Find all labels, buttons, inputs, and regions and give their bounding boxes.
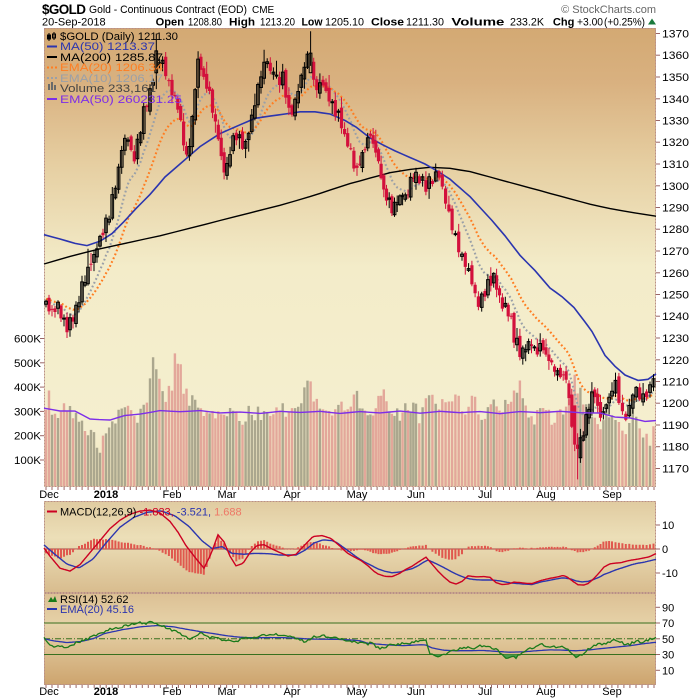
svg-text:1290: 1290	[662, 203, 689, 215]
svg-text:Aug: Aug	[536, 489, 556, 501]
svg-text:Close: Close	[371, 17, 404, 29]
svg-text:50: 50	[662, 634, 674, 646]
svg-text:30: 30	[662, 650, 674, 662]
svg-text:Sep: Sep	[602, 489, 622, 501]
svg-text:1220: 1220	[662, 355, 689, 367]
svg-text:EMA(50) 260231.25: EMA(50) 260231.25	[60, 94, 182, 106]
svg-text:1200: 1200	[662, 398, 689, 410]
svg-text:$GOLD: $GOLD	[42, 2, 86, 17]
svg-text:MA(50) 1213.37: MA(50) 1213.37	[60, 41, 155, 53]
svg-text:Low: Low	[302, 17, 323, 29]
svg-text:200K: 200K	[14, 431, 42, 443]
svg-text:EMA(20) 1206.34: EMA(20) 1206.34	[60, 62, 163, 74]
svg-text:600K: 600K	[14, 334, 42, 346]
svg-text:May: May	[347, 686, 368, 698]
svg-text:Jun: Jun	[407, 686, 425, 698]
svg-text:1240: 1240	[662, 311, 689, 323]
svg-text:90: 90	[662, 602, 674, 614]
svg-text:Volume 233,161: Volume 233,161	[60, 83, 156, 95]
svg-text:1300: 1300	[662, 181, 689, 193]
svg-text:2018: 2018	[94, 489, 118, 501]
svg-text:1370: 1370	[662, 29, 689, 41]
svg-text:1205.10: 1205.10	[325, 17, 364, 29]
svg-text:1320: 1320	[662, 137, 689, 149]
svg-text:1280: 1280	[662, 224, 689, 236]
svg-text:Mar: Mar	[218, 489, 237, 501]
svg-text:100K: 100K	[14, 455, 42, 467]
svg-text:Aug: Aug	[536, 686, 556, 698]
svg-text:1360: 1360	[662, 50, 689, 62]
svg-text:CME: CME	[252, 5, 275, 16]
svg-text:Gold - Continuous Contract (EO: Gold - Continuous Contract (EOD)	[89, 4, 247, 16]
svg-text:Apr: Apr	[283, 686, 300, 698]
svg-text:1350: 1350	[662, 72, 689, 84]
svg-text:0: 0	[662, 544, 668, 556]
svg-text:Volume: Volume	[451, 17, 504, 29]
svg-text:Dec: Dec	[39, 489, 59, 501]
svg-text:1230: 1230	[662, 333, 689, 345]
svg-text:10: 10	[662, 665, 674, 677]
svg-text:Jul: Jul	[478, 489, 492, 501]
svg-text:$GOLD (Daily) 1211.30: $GOLD (Daily) 1211.30	[60, 31, 178, 43]
svg-text:1190: 1190	[662, 420, 689, 432]
svg-text:EMA(10) 1206.17: EMA(10) 1206.17	[60, 73, 163, 85]
svg-text:RSI(14) 52.62: RSI(14) 52.62	[60, 594, 128, 606]
svg-text:Apr: Apr	[283, 489, 300, 501]
svg-text:+3.00: +3.00	[577, 17, 603, 29]
svg-text:1250: 1250	[662, 290, 689, 302]
svg-text:300K: 300K	[14, 406, 42, 418]
svg-text:-10: -10	[662, 568, 678, 580]
svg-text:Chg: Chg	[553, 17, 575, 29]
svg-text:EMA(20) 45.16: EMA(20) 45.16	[60, 604, 134, 616]
svg-text:© StockCharts.com: © StockCharts.com	[561, 4, 656, 16]
svg-text:1310: 1310	[662, 159, 689, 171]
svg-text:Open: Open	[156, 17, 185, 29]
svg-text:2018: 2018	[94, 686, 118, 698]
svg-text:MA(200) 1285.87: MA(200) 1285.87	[60, 52, 163, 64]
svg-text:Jun: Jun	[407, 489, 425, 501]
svg-text:Jul: Jul	[478, 686, 492, 698]
svg-text:500K: 500K	[14, 358, 42, 370]
svg-text:(+0.25%): (+0.25%)	[604, 17, 645, 29]
svg-text:400K: 400K	[14, 382, 42, 394]
svg-text:1208.80: 1208.80	[188, 17, 222, 29]
svg-text:1260: 1260	[662, 268, 689, 280]
svg-text:233.2K: 233.2K	[510, 17, 545, 29]
svg-text:1180: 1180	[662, 442, 689, 454]
svg-text:High: High	[229, 17, 255, 29]
svg-text:1211.30: 1211.30	[406, 17, 444, 29]
svg-text:Feb: Feb	[163, 489, 182, 501]
svg-text:10: 10	[662, 520, 674, 532]
svg-text:1340: 1340	[662, 94, 689, 106]
svg-text:1210: 1210	[662, 377, 689, 389]
svg-text:1213.20: 1213.20	[260, 17, 295, 29]
svg-text:MACD(12,26,9) -1.833, -3.521,: MACD(12,26,9) -1.833, -3.521, 1.688	[60, 507, 242, 519]
svg-text:70: 70	[662, 618, 674, 630]
svg-text:Feb: Feb	[163, 686, 182, 698]
svg-text:May: May	[347, 489, 368, 501]
svg-text:20-Sep-2018: 20-Sep-2018	[42, 17, 106, 29]
svg-text:1170: 1170	[662, 464, 689, 476]
svg-text:1330: 1330	[662, 116, 689, 128]
svg-text:1270: 1270	[662, 246, 689, 258]
svg-text:Mar: Mar	[218, 686, 237, 698]
svg-text:Sep: Sep	[602, 686, 622, 698]
svg-text:Dec: Dec	[39, 686, 59, 698]
